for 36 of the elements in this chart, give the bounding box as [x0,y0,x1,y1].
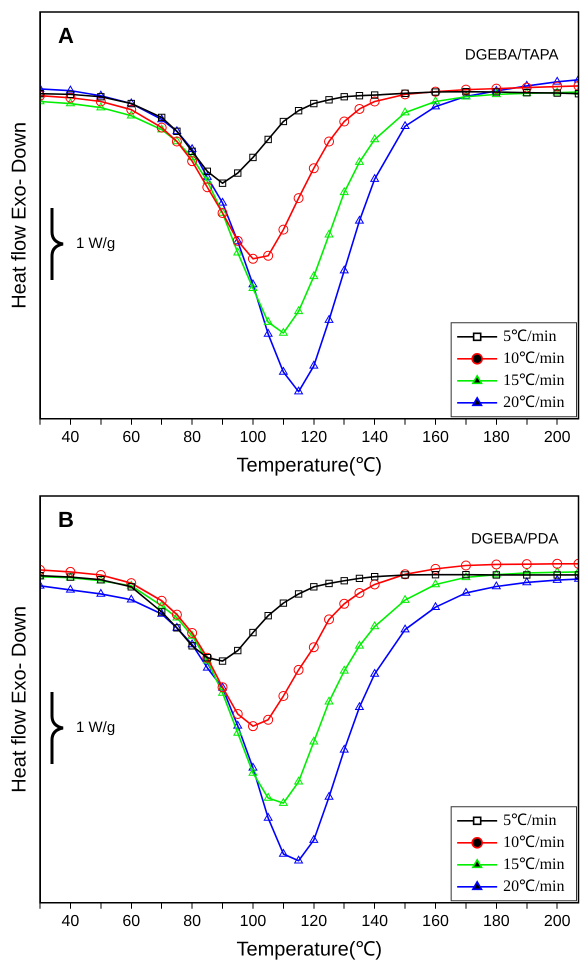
x-tick-label: 200 [544,912,571,930]
legend-label: 15℃/min [503,372,565,390]
x-axis-title: Temperature(℃) [236,454,382,477]
x-tick-label: 60 [122,912,140,930]
legend-label: 5℃/min [503,812,557,830]
chart-title: B [58,507,74,532]
x-tick-label: 120 [300,428,328,446]
x-tick-label: 160 [422,912,449,930]
annotation: 1 W/g [76,235,116,252]
x-tick-label: 120 [300,912,328,930]
legend-label: 5℃/min [503,328,557,346]
chart-subtitle: DGEBA/PDA [470,530,558,548]
chart-title: A [58,23,74,48]
legend-label: 10℃/min [503,834,565,852]
x-tick-label: 40 [62,428,80,446]
x-tick-label: 200 [544,428,571,446]
x-tick-label: 40 [62,912,80,930]
x-tick-label: 140 [361,912,388,930]
x-tick-label: 160 [422,428,449,446]
x-axis-title: Temperature(℃) [236,938,382,961]
y-axis-title: Heat flow Exo- Down [8,122,31,309]
x-tick-label: 100 [240,912,266,930]
legend-label: 20℃/min [503,394,565,412]
x-tick-label: 140 [361,428,388,446]
x-tick-label: 60 [122,428,140,446]
legend-label: 20℃/min [503,878,565,896]
x-tick-label: 180 [483,912,510,930]
x-tick-label: 100 [240,428,266,446]
x-tick-label: 180 [483,428,510,446]
x-tick-label: 80 [183,428,202,446]
chart-subtitle: DGEBA/TAPA [464,46,558,64]
y-axis-title: Heat flow Exo- Down [8,606,31,793]
x-tick-label: 80 [183,912,202,930]
legend-label: 15℃/min [503,856,565,874]
annotation: 1 W/g [76,719,116,736]
legend-label: 10℃/min [503,350,565,368]
